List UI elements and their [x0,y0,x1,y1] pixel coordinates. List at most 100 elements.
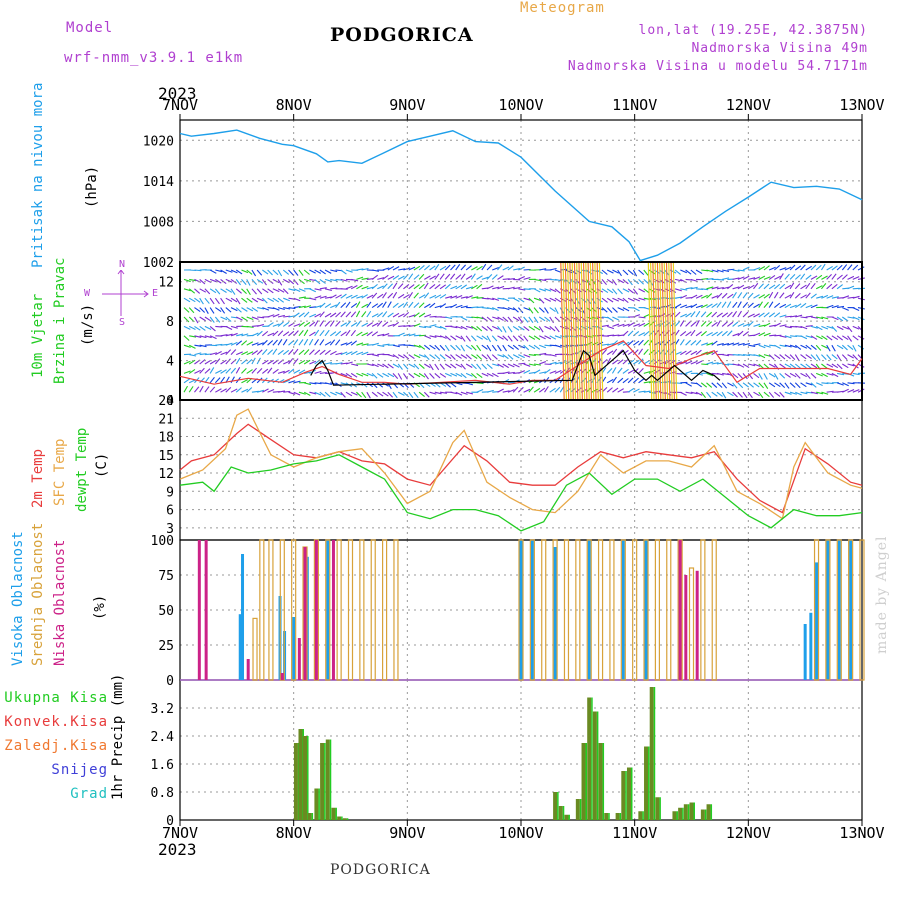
wind-barb [690,360,698,365]
wind-barb [701,294,708,299]
wind-barb [215,307,222,313]
wind-barb [497,285,505,290]
wind-barb [716,382,723,388]
precip-bar [298,729,303,820]
wind-barb [643,390,651,393]
wind-barb [335,320,341,327]
wind-barb [382,333,390,337]
wind-barb [612,288,618,295]
wind-barb-streak [659,261,664,401]
wind-barb-streak [589,261,595,401]
wind-barb [763,301,769,308]
wind-barb [434,354,441,360]
wind-barb [241,340,248,346]
wind-barb [721,391,727,399]
wind-barb [350,311,357,318]
wind-barb [622,358,629,365]
wind-barb [314,349,321,356]
wind-barb [711,295,719,299]
wind-barb [763,391,770,398]
wind-barb [314,305,322,309]
wind-barb [256,330,263,337]
wind-barb [424,363,431,369]
wind-barb [376,312,384,318]
wind-barb [507,326,513,333]
wind-barb [737,292,743,299]
wind-barb [419,325,427,329]
precip-bar-total [318,788,320,820]
wind-barb [481,354,488,360]
model-label: Model [66,20,114,36]
wind-barb [512,386,519,393]
wind-barb [199,288,207,293]
wind-barb [533,363,542,366]
wind-barb [549,370,557,374]
compass-w: W [84,288,91,299]
wind-barb [794,274,801,280]
wind-barb [779,303,787,309]
wind-barb [230,367,237,374]
wind-barb [382,267,390,271]
wind-barb [340,372,348,377]
wind-barb [611,348,618,355]
wind-barb [188,307,195,314]
wind-barb-streak [670,261,676,401]
wind-barb [831,335,839,341]
wind-barb [235,269,243,275]
wind-barb [476,275,483,280]
cloud-bar-high [238,614,242,680]
wind-barb [690,278,698,282]
wind-barb [241,388,249,393]
wind-barb [549,307,556,313]
y-tick-label: 50 [158,604,174,619]
wind-barb [298,359,306,365]
wind-barb [805,282,811,290]
wind-barb [256,323,265,327]
precip-bar-total [625,771,627,820]
wind-barb [209,288,217,294]
wind-barb [465,344,473,350]
wind-barb [763,312,770,318]
wind-barb [403,363,409,370]
wind-barb [554,335,562,339]
wind-barb [831,305,839,309]
wind-barb [737,354,745,356]
wind-barb [690,303,698,309]
wind-barb [345,285,353,290]
wind-barb [627,330,634,337]
precip-bar [342,818,347,820]
wind-barb [230,278,238,284]
wind-barb [434,363,440,371]
wind-barb [722,343,730,346]
wind-barb [413,284,420,290]
precip-bar [553,792,558,820]
wind-barb [439,273,445,280]
wind-barb [209,307,215,314]
wind-barb [397,373,403,380]
wind-barb [204,368,211,374]
y-tick-label: 75 [158,569,174,584]
wind-barb [361,351,369,356]
wind-barb [518,362,526,365]
wind-barb [340,391,346,398]
wind-barb [397,354,405,359]
wind-barb [329,312,337,318]
wind-barb [601,358,608,365]
wind-barb [309,297,317,301]
wind-barb [314,278,321,285]
wind-barb [789,382,796,388]
wind-barb [763,344,771,348]
cloud-bar-low [684,575,688,680]
wind-barb [450,285,458,290]
wind-barb [632,331,640,337]
wind-barb [815,325,823,331]
wind-barb [742,382,749,388]
wind-barb [606,278,614,284]
wind-barb [350,284,358,290]
wind-barb [601,269,608,275]
wind-barb [580,325,588,330]
wind-barb [476,389,484,393]
wind-barb [288,380,296,384]
wind-barb-streak [564,261,570,401]
wind-barb [481,263,487,271]
